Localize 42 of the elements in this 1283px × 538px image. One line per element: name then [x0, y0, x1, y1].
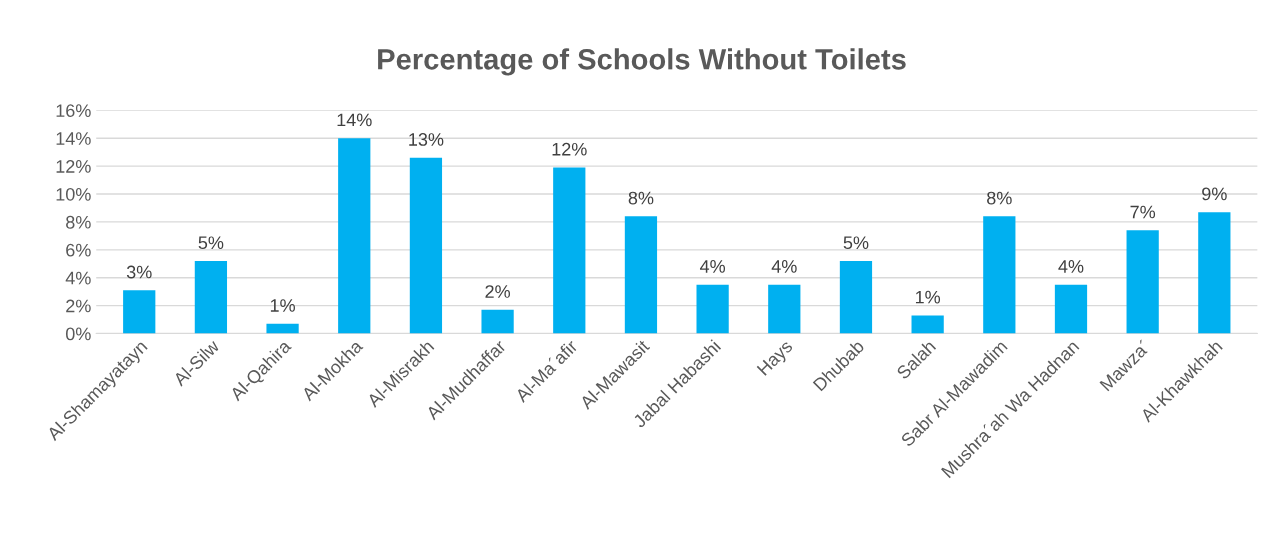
bar: [338, 138, 371, 334]
bar: [194, 261, 228, 334]
y-tick-label: 16%: [56, 104, 91, 118]
y-tick-label: 12%: [56, 160, 91, 173]
bar: [481, 309, 514, 334]
data-label: 4%: [771, 260, 797, 273]
bar: [983, 216, 1016, 334]
data-label: 7%: [1130, 205, 1156, 219]
bar: [911, 315, 944, 334]
data-label: 4%: [699, 260, 726, 273]
data-label: 4%: [1058, 260, 1084, 273]
data-label: 12%: [552, 142, 587, 156]
bar: [1054, 284, 1088, 334]
data-label: 2%: [485, 285, 510, 298]
data-label: 5%: [198, 236, 224, 250]
bar: [123, 290, 156, 334]
y-tick-label: 10%: [56, 187, 91, 201]
y-tick-label: 4%: [65, 271, 91, 285]
bar: [1198, 212, 1231, 334]
y-tick-label: 6%: [66, 243, 91, 257]
bar: [696, 284, 729, 334]
bar: [839, 261, 873, 334]
bar: [553, 167, 586, 334]
data-label: 1%: [270, 299, 295, 312]
bar: [624, 216, 658, 334]
bar: [266, 323, 299, 334]
y-tick-label: 0%: [65, 327, 91, 341]
y-tick-label: 8%: [66, 215, 91, 229]
data-label: 8%: [628, 191, 654, 205]
data-label: 5%: [843, 236, 869, 250]
data-label: 1%: [915, 290, 941, 304]
chart-title: Percentage of Schools Without Toilets: [378, 48, 906, 76]
bar: [1126, 230, 1159, 334]
y-tick-label: 2%: [66, 299, 91, 313]
data-label: 14%: [337, 113, 372, 127]
bar: [409, 157, 443, 334]
data-label: 3%: [126, 265, 152, 279]
data-label: 13%: [409, 133, 444, 146]
data-label: 9%: [1202, 187, 1227, 201]
bar: [768, 284, 801, 334]
y-tick-label: 14%: [56, 132, 91, 145]
data-label: 8%: [987, 191, 1012, 205]
